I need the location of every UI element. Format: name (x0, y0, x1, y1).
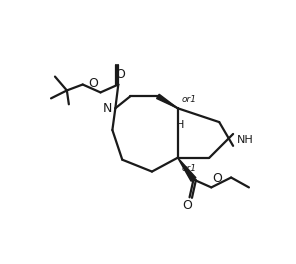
Text: NH: NH (237, 135, 254, 145)
Text: N: N (103, 102, 112, 115)
Text: O: O (183, 199, 192, 212)
Text: or1: or1 (182, 95, 197, 104)
Polygon shape (178, 158, 196, 181)
Polygon shape (157, 94, 178, 108)
Text: O: O (115, 68, 125, 81)
Text: H: H (176, 120, 184, 130)
Text: or1: or1 (182, 164, 197, 173)
Text: O: O (89, 77, 99, 91)
Text: O: O (212, 172, 222, 185)
